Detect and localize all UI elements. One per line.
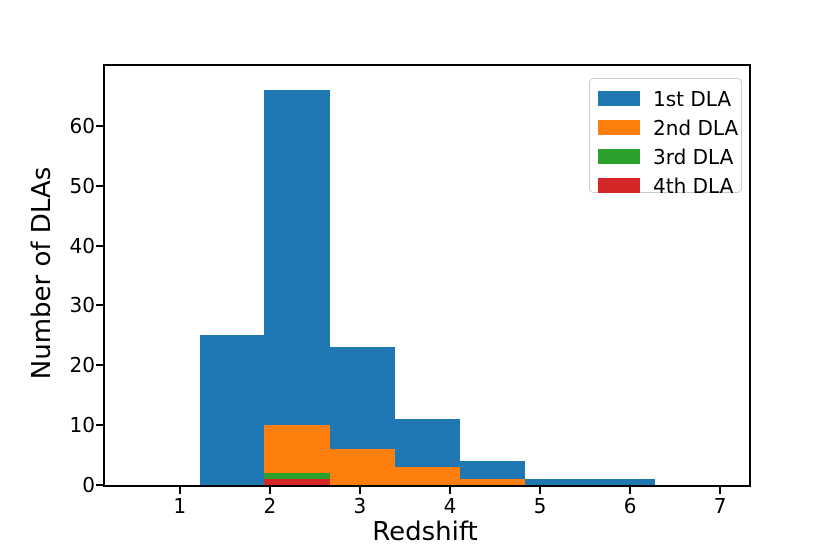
y-tick-mark (96, 304, 103, 307)
y-axis-label: Number of DLAs (27, 166, 57, 380)
bar-1st-dla-bin6 (524, 479, 591, 485)
bar-2nd-dla-bin5 (459, 479, 525, 485)
bar-4th-dla-bin2 (264, 479, 331, 485)
y-tick-mark (96, 124, 103, 127)
y-tick-mark (96, 424, 103, 427)
x-tick-label: 7 (713, 494, 727, 518)
y-tick-label: 50 (69, 173, 95, 198)
y-tick-mark (96, 364, 103, 367)
y-tick-label: 40 (69, 233, 95, 258)
legend-swatch-4th-dla (598, 178, 640, 193)
x-tick-mark (448, 487, 451, 494)
y-tick-label: 30 (69, 293, 95, 318)
bar-2nd-dla-bin4 (395, 467, 460, 485)
y-tick-label: 60 (69, 113, 95, 138)
legend-item-2nd-dla: 2nd DLA (598, 115, 738, 140)
x-tick-mark (719, 487, 722, 494)
x-tick-label: 3 (353, 494, 367, 518)
legend-label: 3rd DLA (653, 144, 734, 169)
y-tick-mark (96, 244, 103, 247)
x-tick-label: 4 (443, 494, 457, 518)
bar-1st-dla-bin1 (199, 335, 265, 485)
x-tick-mark (178, 487, 181, 494)
legend-label: 2nd DLA (653, 115, 739, 140)
y-tick-label: 10 (69, 413, 95, 438)
x-tick-label: 6 (623, 494, 637, 518)
legend-swatch-2nd-dla (598, 120, 640, 135)
bar-1st-dla-bin2 (264, 89, 331, 485)
plot-area: 1 2 3 4 5 6 7 0 10 20 30 40 50 60 1st DLA 2nd DLA 3r… (70, 64, 751, 517)
y-tick-label: 0 (82, 473, 95, 497)
x-tick-label: 2 (263, 494, 277, 518)
legend-item-1st-dla: 1st DLA (598, 86, 731, 111)
x-tick-label: 5 (533, 494, 547, 518)
x-tick-label: 1 (173, 494, 187, 518)
legend-swatch-1st-dla (598, 91, 640, 106)
bars-layer (105, 66, 749, 485)
legend-label: 4th DLA (653, 173, 734, 198)
x-axis-label: Redshift (372, 517, 478, 547)
x-tick-mark (629, 487, 632, 494)
y-tick-label: 20 (69, 353, 95, 378)
y-tick-mark (96, 484, 103, 486)
x-tick-mark (358, 487, 361, 494)
bar-1st-dla-bin7 (590, 479, 656, 485)
legend-item-4th-dla: 4th DLA (598, 173, 734, 198)
legend: 1st DLA 2nd DLA 3rd DLA 4th DLA (589, 78, 742, 196)
legend-swatch-3rd-dla (598, 149, 640, 164)
x-tick-mark (268, 487, 271, 494)
y-tick-mark (96, 184, 103, 187)
legend-label: 1st DLA (653, 86, 732, 111)
x-tick-mark (539, 487, 542, 494)
bar-2nd-dla-bin3 (330, 449, 396, 485)
legend-item-3rd-dla: 3rd DLA (598, 144, 734, 169)
